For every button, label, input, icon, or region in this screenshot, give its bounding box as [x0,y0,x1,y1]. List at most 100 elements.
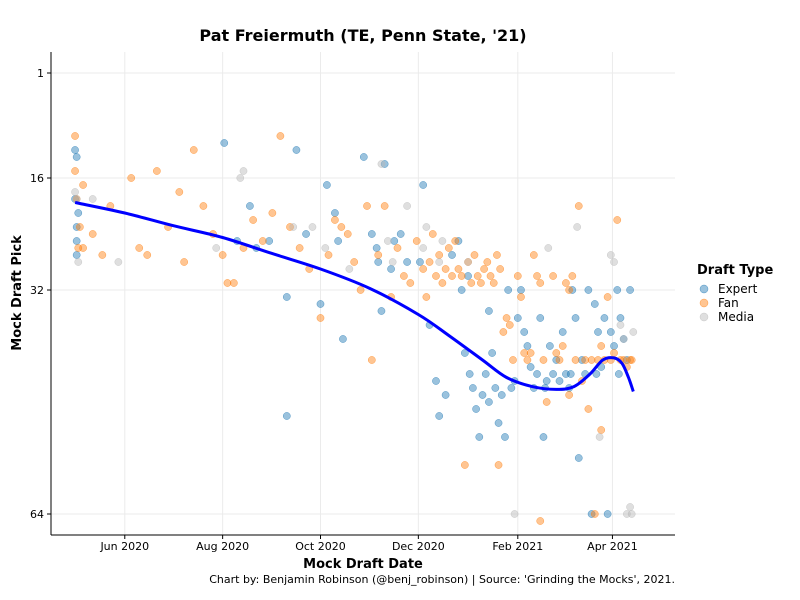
data-point-expert [584,286,593,294]
data-point-fan [584,405,593,413]
data-point-fan [496,265,505,273]
data-point-expert [478,391,487,399]
data-point-fan [435,251,444,259]
data-point-fan [542,398,551,406]
chart-title: Pat Freiermuth (TE, Penn State, '21) [199,26,526,45]
legend-key-expert [699,284,709,294]
data-point-media [377,160,386,168]
data-point-expert [339,335,347,343]
data-point-fan [218,251,227,259]
trend-line [74,201,635,392]
data-point-expert [566,370,575,378]
data-point-fan [587,356,596,364]
data-point-expert [546,342,554,350]
data-point-fan [486,272,495,280]
data-point-media [422,223,431,231]
data-point-fan [494,461,503,469]
data-point-fan [597,342,606,350]
data-point-fan [597,426,606,434]
data-point-fan [565,286,573,294]
data-point-fan [380,202,389,210]
data-point-expert [613,286,622,294]
data-point-fan [523,356,532,364]
data-point-expert [578,356,586,364]
legend-label-media: Media [718,310,754,324]
data-point-fan [249,216,257,224]
data-point-media [71,188,79,196]
data-point-fan [71,132,79,140]
data-point-fan [175,188,184,196]
data-point-expert [626,286,634,294]
data-point-expert [390,237,399,245]
data-point-fan [135,244,144,252]
data-point-expert [574,454,583,462]
data-point-expert [316,300,325,308]
data-point-fan [331,216,339,224]
data-point-fan [603,293,612,301]
data-point-fan [590,510,599,518]
data-point-media [212,244,221,252]
data-point-fan [444,244,453,252]
data-point-expert [533,370,541,378]
data-point-media [438,237,447,245]
data-point-media [510,510,519,518]
data-point-expert [448,251,456,259]
data-point-fan [539,356,548,364]
data-point-fan [230,279,238,287]
legend-label-expert: Expert [718,282,758,296]
data-point-fan [98,251,107,259]
data-point-fan [441,265,450,273]
data-point-expert [380,160,389,168]
y-tick-label: 32 [30,284,44,297]
data-point-media [544,244,553,252]
data-point-expert [461,349,469,357]
data-point-expert [616,314,625,322]
data-point-expert [323,181,331,189]
data-point-fan [428,230,437,238]
legend-label-fan: Fan [718,296,739,310]
data-point-fan [448,272,456,280]
data-point-expert [571,314,580,322]
data-point-media [321,244,330,252]
data-point-expert [494,419,503,427]
legend-title: Draft Type [697,263,773,278]
data-point-expert [615,370,623,378]
y-tick-label: 16 [30,172,44,185]
data-point-fan [268,209,277,217]
data-point-expert [367,230,376,238]
data-point-expert [469,384,477,392]
data-point-media [345,265,354,273]
data-point-media [403,202,411,210]
data-point-fan [153,167,161,175]
data-point-fan [451,237,460,245]
data-point-media [88,195,97,203]
x-tick-label: Dec 2020 [392,540,445,553]
data-point-fan [509,356,517,364]
data-point-fan [199,202,208,210]
data-point-expert [568,286,577,294]
data-point-expert [71,146,79,154]
data-point-fan [406,279,415,287]
data-point-fan [223,279,232,287]
data-point-fan [613,216,622,224]
data-point-media [114,258,123,266]
data-point-expert [374,258,383,266]
data-point-expert [526,363,535,371]
x-tick-label: Apr 2021 [587,540,638,553]
data-point-media [616,321,625,329]
data-point-fan [461,461,469,469]
data-point-expert [513,314,522,322]
data-point-expert [587,510,596,518]
data-points [71,132,638,525]
data-point-expert [539,433,548,441]
data-point-expert [435,412,444,420]
data-point-fan [565,391,573,399]
data-point-expert [501,433,509,441]
data-point-expert [220,139,229,147]
data-point-expert [555,377,564,385]
data-point-media [610,258,618,266]
data-point-fan [419,265,428,273]
data-point-fan [562,279,570,287]
data-point-fan [489,279,498,287]
